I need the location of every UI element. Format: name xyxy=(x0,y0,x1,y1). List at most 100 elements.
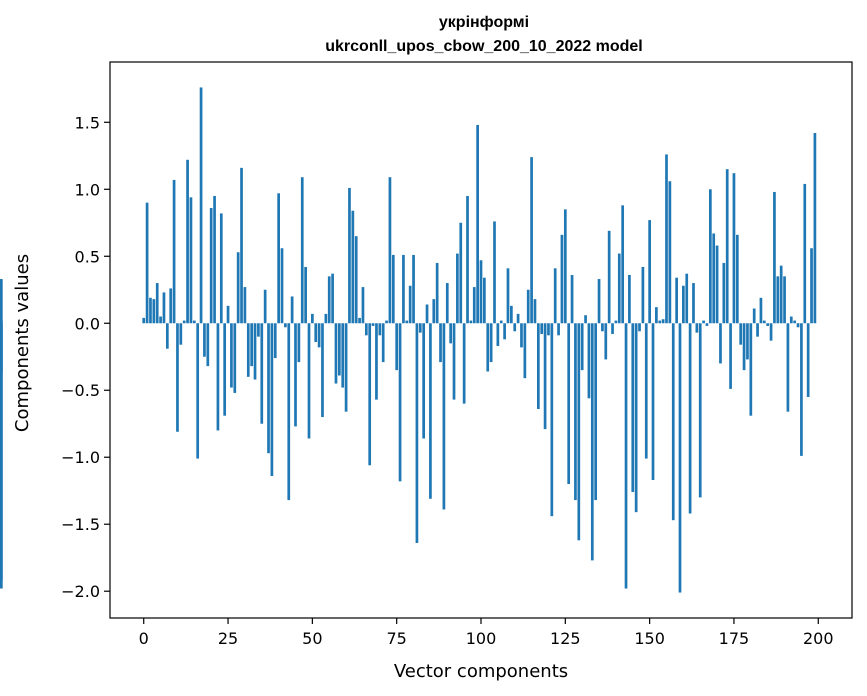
bar xyxy=(469,320,473,324)
x-axis-label: Vector components xyxy=(394,661,568,682)
bar xyxy=(732,173,736,324)
bar xyxy=(773,191,776,324)
bar xyxy=(611,323,614,334)
bar xyxy=(176,323,179,432)
bar xyxy=(425,304,429,324)
bar xyxy=(715,245,719,324)
bar xyxy=(543,323,547,430)
bar xyxy=(648,220,651,324)
bar xyxy=(317,323,321,348)
plot-frame xyxy=(109,61,853,619)
bar xyxy=(408,285,412,324)
bar xyxy=(466,195,469,324)
bar xyxy=(735,234,739,324)
bar xyxy=(563,209,567,324)
bar xyxy=(506,268,510,324)
bar xyxy=(368,323,372,466)
bar xyxy=(668,181,672,324)
bar xyxy=(223,323,227,416)
bar xyxy=(530,157,533,324)
bar xyxy=(327,276,331,324)
bar xyxy=(297,323,301,363)
bar xyxy=(412,254,415,324)
bar xyxy=(644,323,648,459)
bar xyxy=(284,323,287,328)
bar xyxy=(246,323,250,377)
bar xyxy=(746,323,749,360)
bar xyxy=(533,299,537,324)
bar xyxy=(692,283,695,324)
x-axis-ticks: 0 25 50 75 100 125 150 175 200 xyxy=(139,618,834,648)
bar xyxy=(250,323,254,367)
bar xyxy=(199,87,203,324)
bar xyxy=(769,323,773,341)
bar xyxy=(601,323,604,332)
bar xyxy=(705,323,709,326)
bar xyxy=(516,313,520,324)
bar xyxy=(233,323,237,393)
bar xyxy=(486,323,490,372)
bar xyxy=(226,305,230,324)
bar xyxy=(695,323,699,333)
chart-title-line1: укрінформі xyxy=(439,14,529,31)
bar xyxy=(263,289,267,324)
bar xyxy=(628,275,631,324)
bar xyxy=(189,197,193,324)
bar xyxy=(472,287,476,324)
bar xyxy=(756,323,759,337)
bar xyxy=(489,323,493,363)
bar xyxy=(307,323,311,439)
bar xyxy=(216,323,220,431)
bar xyxy=(179,323,183,345)
bar xyxy=(290,296,294,324)
bar xyxy=(277,193,280,324)
bar xyxy=(398,323,402,482)
bar xyxy=(280,248,284,324)
bar xyxy=(810,248,813,324)
y-tick-label: 1.5 xyxy=(75,113,100,132)
bar xyxy=(698,323,702,498)
bar xyxy=(607,230,611,324)
bar xyxy=(311,313,314,324)
bar xyxy=(351,210,355,324)
bar xyxy=(749,323,753,416)
bar xyxy=(789,316,793,324)
bar xyxy=(344,323,348,412)
bar xyxy=(395,323,399,371)
bar xyxy=(300,177,304,324)
bar xyxy=(378,323,382,336)
bar xyxy=(725,169,729,324)
y-tick-label: 0.0 xyxy=(75,314,100,333)
bar xyxy=(709,189,712,324)
bar xyxy=(338,323,341,376)
bar xyxy=(381,323,385,363)
bar xyxy=(236,252,240,324)
bar xyxy=(614,320,618,324)
bar xyxy=(354,236,358,324)
bar xyxy=(162,292,166,324)
bar xyxy=(341,323,345,388)
bar xyxy=(149,297,152,324)
bar xyxy=(142,317,146,324)
bar xyxy=(364,323,368,336)
bar xyxy=(405,320,409,324)
bar xyxy=(641,266,645,324)
bar xyxy=(739,323,743,345)
bar xyxy=(678,323,682,593)
bar xyxy=(526,289,530,324)
bar xyxy=(719,323,722,364)
bar xyxy=(304,266,307,324)
bar xyxy=(152,299,156,324)
bar xyxy=(0,323,3,581)
bar xyxy=(803,183,807,324)
bar xyxy=(638,323,641,332)
bar xyxy=(661,319,665,324)
bar xyxy=(385,320,388,324)
bar xyxy=(766,323,770,326)
bar xyxy=(783,276,786,324)
bar xyxy=(422,323,426,439)
bar xyxy=(688,323,692,514)
x-tick-label: 100 xyxy=(466,629,497,648)
bar xyxy=(253,323,257,380)
